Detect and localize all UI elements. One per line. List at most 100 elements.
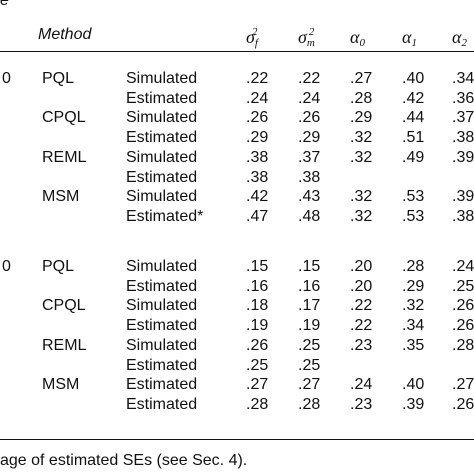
method-name: PQL xyxy=(42,70,75,87)
table-cell: .27 xyxy=(452,376,474,394)
table-cell: .38 xyxy=(452,129,474,147)
table-cell: .26 xyxy=(452,395,474,413)
table-cell: .23 xyxy=(350,395,373,413)
table-cell: .38 xyxy=(452,207,474,225)
table-cell: .39 xyxy=(402,395,425,413)
column-header: α0 xyxy=(350,28,365,49)
table-cell: .49 xyxy=(402,148,425,166)
table-cell: .29 xyxy=(402,277,425,295)
column-header: α2 xyxy=(452,28,467,49)
column-header-symbol: α xyxy=(350,27,360,47)
footnote: age of estimated SEs (see Sec. 4). xyxy=(0,452,248,469)
table-cell: .22 xyxy=(246,70,269,87)
table-cell: .28 xyxy=(350,89,373,107)
table-cell: .28 xyxy=(402,258,425,275)
table-cell: .32 xyxy=(402,297,425,315)
column-header-symbol: α xyxy=(402,27,412,47)
column-header-symbol: σ xyxy=(246,27,255,47)
table-cell: .47 xyxy=(246,207,269,225)
table-cell: .24 xyxy=(350,376,373,394)
table-cell: .37 xyxy=(452,109,474,127)
table-cell: .22 xyxy=(350,317,373,335)
table-cell: .34 xyxy=(452,70,474,87)
method-name: MSM xyxy=(42,188,80,206)
table-cell: .24 xyxy=(452,258,474,275)
table-cell: .16 xyxy=(246,277,269,295)
column-header-subscript: 2 xyxy=(461,37,467,49)
row-type: Estimated* xyxy=(126,207,204,225)
table-cell: .29 xyxy=(350,109,373,127)
table-cell: .37 xyxy=(298,148,321,166)
table-cell: .38 xyxy=(246,148,269,166)
table-cell: .19 xyxy=(246,317,269,335)
table-cell: .40 xyxy=(402,70,425,87)
table-cell: .44 xyxy=(402,109,425,127)
table-cell: .29 xyxy=(298,129,321,147)
table-cell: .38 xyxy=(298,168,321,186)
table-cell: .53 xyxy=(402,207,425,225)
column-header: σm2 xyxy=(298,26,315,49)
column-header-superscript: 2 xyxy=(308,26,315,38)
table-cell: .25 xyxy=(452,277,474,295)
column-header: σf2 xyxy=(246,26,258,49)
table-cell: .28 xyxy=(452,336,474,354)
table-cell: .17 xyxy=(298,297,321,315)
table-cell: .40 xyxy=(402,376,425,394)
row-type: Estimated xyxy=(126,356,198,374)
table-cell: .29 xyxy=(246,129,269,147)
table-cell: .35 xyxy=(402,336,425,354)
table-cell: .43 xyxy=(298,188,321,206)
column-header-superscript: 2 xyxy=(251,26,258,38)
table-cell: .51 xyxy=(402,129,425,147)
table-cell: .23 xyxy=(350,336,373,354)
table-cell: .32 xyxy=(350,129,373,147)
method-name: CPQL xyxy=(42,297,86,315)
table-cell: .26 xyxy=(452,297,474,315)
table-cell: .16 xyxy=(298,277,321,295)
table-cell: .20 xyxy=(350,277,373,295)
table-cell: .34 xyxy=(402,317,425,335)
table-cell: .22 xyxy=(298,70,321,87)
column-header-symbol: α xyxy=(452,27,462,47)
table-cell: .20 xyxy=(350,258,373,275)
row-type: Simulated xyxy=(126,258,198,275)
table-cell: .39 xyxy=(452,188,474,206)
table-cell: .15 xyxy=(246,258,269,275)
table-cell: .25 xyxy=(298,336,321,354)
row-type: Simulated xyxy=(126,148,198,166)
table-cell: .42 xyxy=(246,188,269,206)
table-cell: .24 xyxy=(298,89,321,107)
size-header-fragment: e xyxy=(0,0,9,9)
table-cell: .32 xyxy=(350,207,373,225)
table-cell: .42 xyxy=(402,89,425,107)
row-type: Estimated xyxy=(126,277,198,295)
row-type: Estimated xyxy=(126,395,198,413)
table-cell: .32 xyxy=(350,148,373,166)
table-cell: .32 xyxy=(350,188,373,206)
method-name: REML xyxy=(42,336,87,354)
sample-size-fragment: 0 xyxy=(2,70,11,87)
method-name: CPQL xyxy=(42,109,86,127)
table-cell: .28 xyxy=(298,395,321,413)
table-cell: .38 xyxy=(246,168,269,186)
column-header: α1 xyxy=(402,28,417,49)
method-name: REML xyxy=(42,148,87,166)
column-header-subscript: 0 xyxy=(359,37,365,49)
table-cell: .25 xyxy=(298,356,321,374)
table-cell: .18 xyxy=(246,297,269,315)
row-type: Estimated xyxy=(126,317,198,335)
table-cell: .26 xyxy=(452,317,474,335)
row-type: Estimated xyxy=(126,168,198,186)
sample-size-fragment: 0 xyxy=(2,258,11,275)
table-cell: .25 xyxy=(246,356,269,374)
table-cell: .27 xyxy=(298,376,321,394)
row-type: Simulated xyxy=(126,188,198,206)
column-header-symbol: σ xyxy=(298,27,307,47)
table-cell: .26 xyxy=(298,109,321,127)
row-type: Estimated xyxy=(126,129,198,147)
table-cell: .48 xyxy=(298,207,321,225)
method-header: Method xyxy=(38,26,92,43)
column-header-subscript: f xyxy=(254,37,258,49)
row-type: Simulated xyxy=(126,297,198,315)
